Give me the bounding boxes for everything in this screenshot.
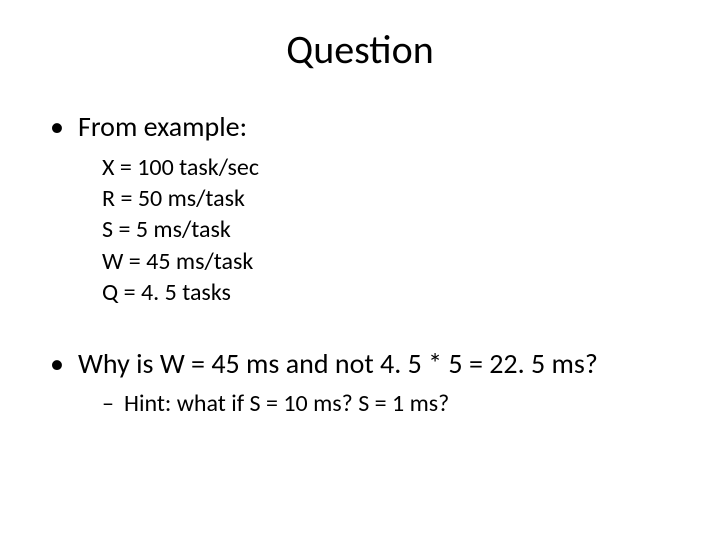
example-line-s: S = 5 ms/task: [102, 214, 680, 245]
bullet-from-example: From example:: [50, 109, 680, 144]
bullet-why-question: Why is W = 45 ms and not 4. 5 * 5 = 22. …: [50, 346, 680, 381]
example-line-q: Q = 4. 5 tasks: [102, 277, 680, 308]
example-line-x: X = 100 task/sec: [102, 152, 680, 183]
hint-line: Hint: what if S = 10 ms? S = 1 ms?: [102, 389, 680, 418]
slide-title: Question: [40, 25, 680, 74]
example-line-w: W = 45 ms/task: [102, 246, 680, 277]
spacer: [40, 308, 680, 346]
example-block: X = 100 task/sec R = 50 ms/task S = 5 ms…: [102, 152, 680, 308]
example-line-r: R = 50 ms/task: [102, 183, 680, 214]
